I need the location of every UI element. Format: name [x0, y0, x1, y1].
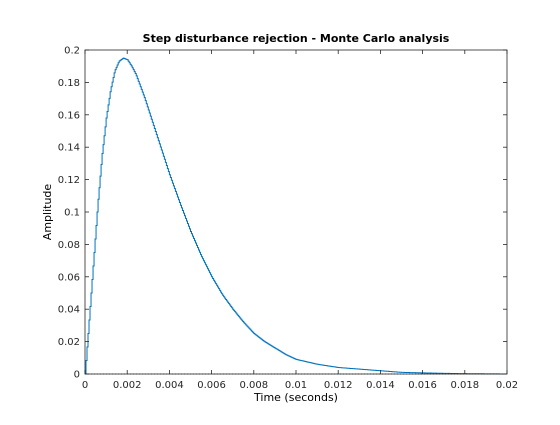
y-tick-label: 0.1	[64, 208, 80, 219]
y-tick-label: 0.18	[58, 78, 80, 89]
plot-area	[85, 50, 507, 374]
series-layer	[85, 57, 508, 375]
y-tick-label: 0.16	[58, 110, 80, 121]
x-tick-label: 0.002	[113, 380, 142, 391]
y-axis-ticks: 0 0.02 0.04 0.06 0.08 0.1 0.12 0.14 0.16 0.18 0.2	[58, 46, 507, 381]
x-tick-label: 0.016	[408, 380, 437, 391]
y-tick-label: 0.12	[58, 175, 80, 186]
x-tick-label: 0.006	[197, 380, 226, 391]
x-tick-label: 0.018	[450, 380, 479, 391]
x-tick-label: 0.01	[285, 380, 307, 391]
y-tick-label: 0	[74, 370, 80, 381]
x-tick-label: 0.008	[239, 380, 268, 391]
y-tick-label: 0.14	[58, 143, 80, 154]
x-axis-ticks: 0 0.002 0.004 0.006 0.008 0.01 0.012 0.014 0.016…	[82, 50, 518, 391]
x-tick-label: 0.004	[155, 380, 184, 391]
x-tick-label: 0	[82, 380, 88, 391]
y-tick-label: 0.04	[58, 305, 80, 316]
x-axis-label: Time (seconds)	[253, 391, 338, 404]
y-tick-label: 0.2	[64, 46, 80, 57]
response-line	[85, 57, 508, 375]
x-tick-label: 0.012	[324, 380, 353, 391]
chart-title: Step disturbance rejection - Monte Carlo…	[143, 32, 450, 45]
x-tick-label: 0.014	[366, 380, 395, 391]
y-axis-label: Amplitude	[41, 184, 54, 241]
x-tick-label: 0.02	[496, 380, 518, 391]
y-tick-label: 0.06	[58, 272, 80, 283]
y-tick-label: 0.02	[58, 337, 80, 348]
y-tick-label: 0.08	[58, 240, 80, 251]
